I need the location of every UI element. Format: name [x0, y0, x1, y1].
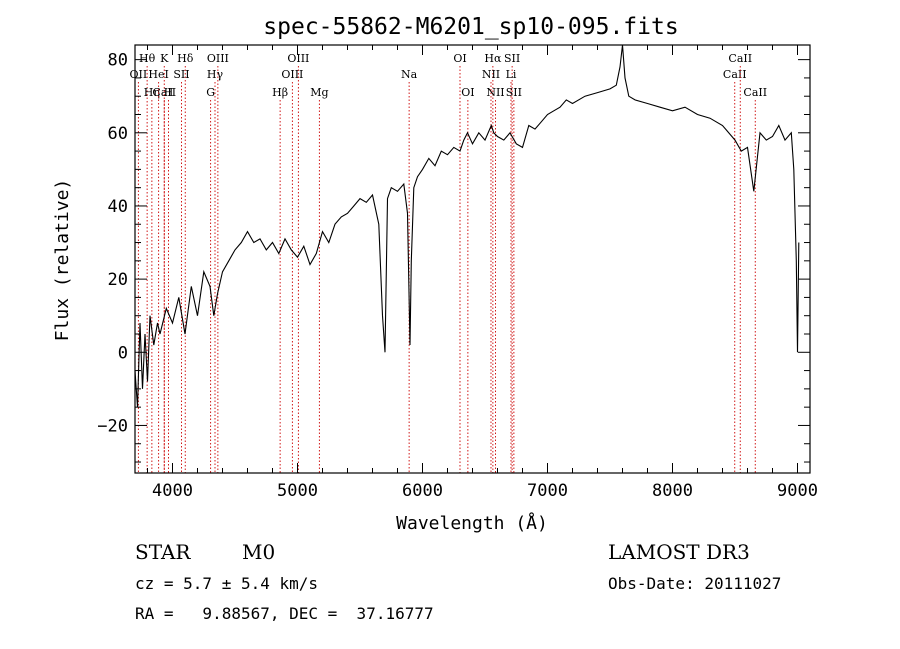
line-marker-label: NII: [486, 86, 504, 99]
line-marker-label: SII: [173, 68, 189, 81]
y-tick-label: 40: [108, 197, 128, 217]
line-marker-label: Hβ: [272, 86, 288, 99]
line-marker-label: Li: [506, 68, 517, 81]
line-marker-label: Mg: [310, 86, 328, 99]
y-tick-label: 20: [108, 270, 128, 290]
y-axis-label: Flux (relative): [52, 179, 73, 342]
sky-coordinates: RA = 9.88567, DEC = 37.16777: [135, 604, 434, 623]
line-marker-label: OI: [461, 86, 474, 99]
line-marker-label: Hδ: [177, 52, 194, 65]
line-marker-label: SII: [506, 86, 522, 99]
line-marker-label: OII: [130, 68, 148, 81]
x-tick-label: 4000: [152, 481, 193, 501]
line-marker-label: NII: [482, 68, 500, 81]
x-axis-label: Wavelength (Å): [396, 512, 548, 534]
line-marker-label: Hα: [484, 52, 502, 65]
line-marker-label: CaII: [723, 68, 747, 81]
plot-frame: [134, 44, 811, 474]
x-tick-label: 8000: [652, 481, 693, 501]
line-marker-label: HeI: [148, 68, 168, 81]
line-marker-label: Hη: [144, 86, 160, 99]
line-marker-label: OIII: [287, 52, 309, 65]
axis-ticks: 4000 5000 6000 7000 8000 9000 −20 0 20 40 60 80: [97, 45, 818, 501]
line-marker-label: H: [164, 86, 174, 99]
object-class: STAR: [135, 540, 191, 564]
y-tick-label: −20: [97, 416, 128, 436]
survey-label: LAMOST DR3: [608, 540, 750, 564]
object-subclass: M0: [242, 540, 276, 564]
y-tick-label: 80: [108, 51, 128, 71]
line-marker-label: Hγ: [207, 68, 224, 81]
redshift-velocity: cz = 5.7 ± 5.4 km/s: [135, 574, 319, 593]
line-marker-label: K: [160, 52, 169, 65]
x-tick-label: 9000: [777, 481, 818, 501]
line-marker-label: OI: [453, 52, 466, 65]
line-marker-label: CaII: [743, 86, 767, 99]
line-marker-label: Hθ: [139, 52, 156, 65]
observation-date: Obs-Date: 20111027: [608, 574, 782, 593]
line-marker-label: Na: [401, 68, 418, 81]
line-marker-label: G: [206, 86, 215, 99]
y-tick-label: 0: [118, 343, 128, 363]
x-tick-label: 5000: [277, 481, 318, 501]
chart-title: spec-55862-M6201_sp10-095.fits: [263, 14, 678, 40]
x-tick-label: 7000: [527, 481, 568, 501]
line-marker-label: CaII: [728, 52, 752, 65]
x-tick-label: 6000: [402, 481, 443, 501]
line-marker-label: SII: [504, 52, 520, 65]
spectral-line-markers: Hθ OII CaII Hη K H HeI SII Hδ OIII Hγ G Hβ OIII OIII Mg…: [130, 52, 767, 473]
y-tick-label: 60: [108, 124, 128, 144]
line-marker-label: OIII: [281, 68, 303, 81]
spectrum-line: [134, 44, 800, 408]
line-marker-label: OIII: [207, 52, 229, 65]
